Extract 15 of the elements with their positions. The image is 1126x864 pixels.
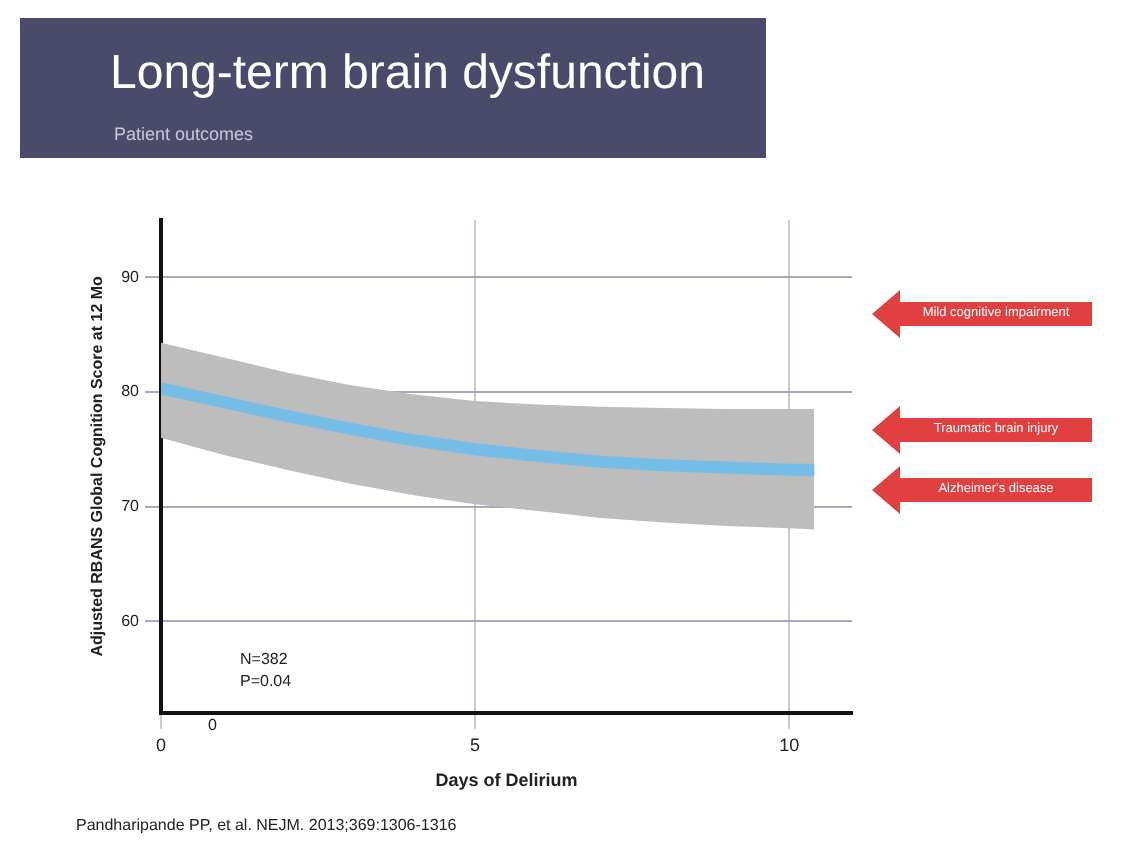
y-tick-label: 70 [121,496,141,515]
text: Pandharipande PP, et al. NEJM. 2013;369:1306-1316 [76,816,457,834]
x-tick-label: 5 [470,734,481,755]
annotation: P=0.04 [240,672,292,690]
x-axis-title: Days of Delirium [435,770,578,791]
y-tick-label: 60 [121,611,141,630]
y-tick-label: 90 [121,267,141,286]
x-tick-label: 0 [155,734,167,755]
chart-subtitle: Patient outcomes [114,124,254,144]
chart-title: Long-term brain dysfunction [110,46,705,102]
annotation: N=382 [240,650,288,668]
y-tick-label: 80 [121,382,141,401]
text: 0 [208,716,217,734]
y-axis-title: Adjusted RBANS Global Cognition Score at 12 Mo [88,275,107,657]
x-tick-label: 10 [779,734,800,755]
